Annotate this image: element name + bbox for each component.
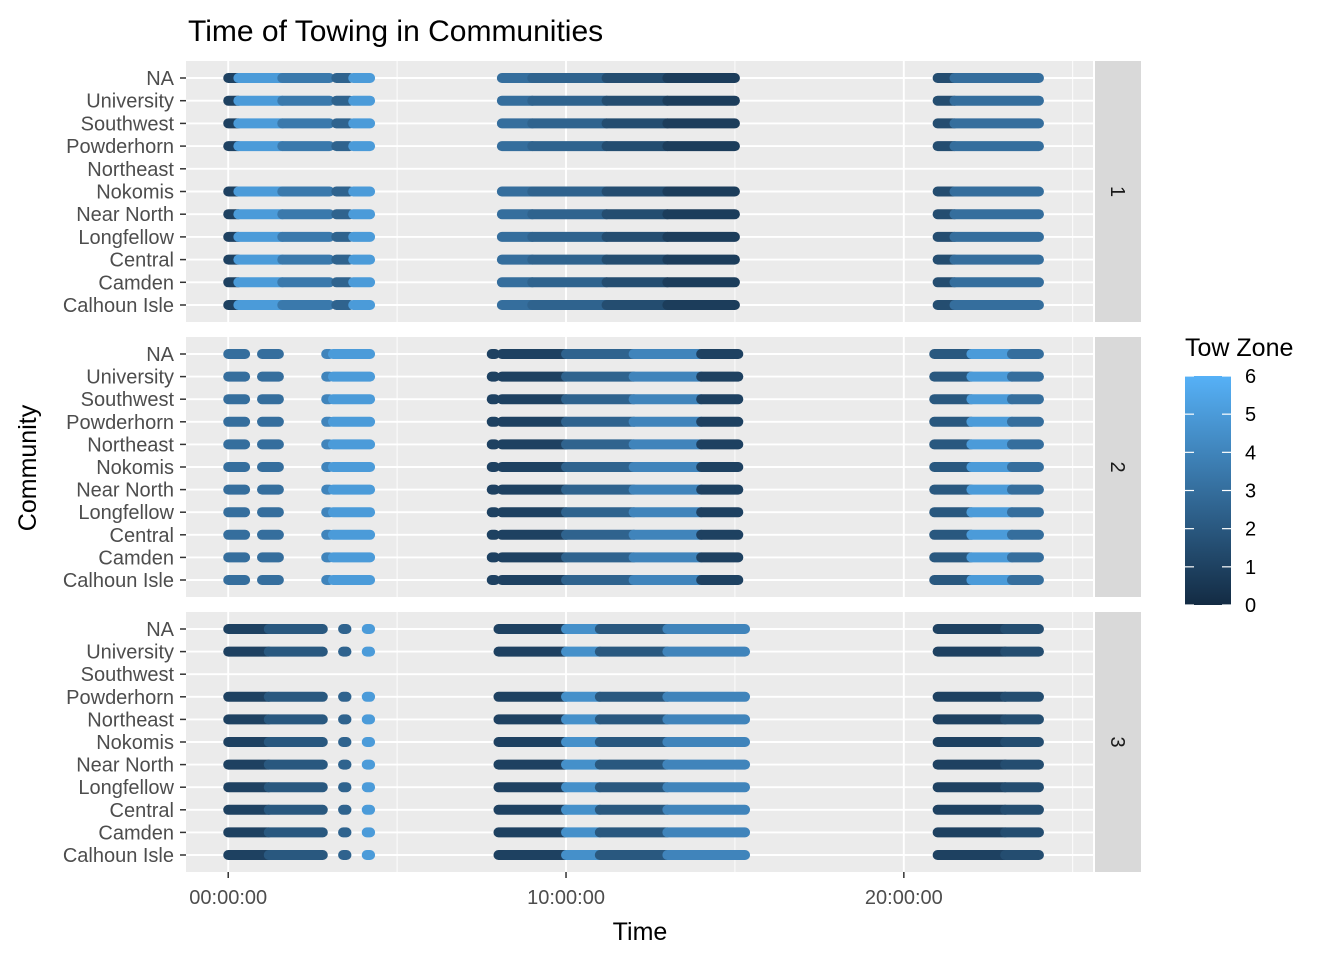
y-tick-label: NA [146, 68, 174, 90]
legend-tick-label: 6 [1245, 366, 1256, 388]
y-tick-label: Southwest [81, 389, 175, 411]
x-tick-label: 00:00:00 [189, 887, 267, 909]
y-tick-label: Near North [76, 204, 174, 226]
x-axis-title: Time [613, 918, 668, 946]
legend-tick-label: 2 [1245, 519, 1256, 541]
legend-title: Tow Zone [1185, 334, 1293, 362]
y-tick-label: Calhoun Isle [63, 845, 174, 867]
y-tick-label: University [86, 367, 174, 389]
x-tick-label: 10:00:00 [527, 887, 605, 909]
y-tick-label: Camden [98, 547, 174, 569]
y-tick-label: Near North [76, 480, 174, 502]
y-tick-label: Southwest [81, 664, 175, 686]
facet-panels: Calhoun IsleCamdenCentralLongfellowNear … [63, 61, 1141, 872]
y-tick-label: Powderhorn [66, 136, 174, 158]
y-tick-label: Nokomis [96, 732, 174, 754]
chart-title: Time of Towing in Communities [188, 15, 603, 48]
y-tick-label: Longfellow [78, 227, 174, 249]
facet-strip [1095, 61, 1141, 322]
legend-tick-label: 4 [1245, 442, 1256, 464]
y-tick-label: Central [110, 525, 174, 547]
y-tick-label: Calhoun Isle [63, 570, 174, 592]
y-tick-label: University [86, 642, 174, 664]
y-tick-label: Nokomis [96, 182, 174, 204]
facet-panel-3: Calhoun IsleCamdenCentralLongfellowNear … [63, 612, 1141, 872]
facet-panel-2: Calhoun IsleCamdenCentralLongfellowNear … [63, 337, 1141, 597]
x-axis: 00:00:00 10:00:00 20:00:00 [189, 872, 943, 909]
legend-tick-label: 5 [1245, 404, 1256, 426]
y-tick-label: Northeast [87, 434, 174, 456]
points-facet-1 [223, 73, 1044, 310]
y-tick-label: Nokomis [96, 457, 174, 479]
y-tick-label: Powderhorn [66, 412, 174, 434]
y-tick-label: Calhoun Isle [63, 295, 174, 317]
facet-strip [1095, 337, 1141, 597]
y-tick-label: Northeast [87, 159, 174, 181]
points-facet-3 [223, 624, 1044, 860]
y-tick-label: Camden [98, 822, 174, 844]
legend-tick-label: 0 [1245, 595, 1256, 617]
facet-strip [1095, 612, 1141, 872]
y-tick-label: University [86, 91, 174, 113]
y-tick-label: Southwest [81, 113, 175, 135]
y-tick-label: Camden [98, 272, 174, 294]
legend-tick-label: 3 [1245, 481, 1256, 503]
y-tick-label: Central [110, 250, 174, 272]
y-axis-title: Community [14, 404, 42, 531]
y-tick-label: NA [146, 619, 174, 641]
facet-strip-label: 2 [1106, 461, 1128, 472]
facet-strip-label: 1 [1106, 186, 1128, 197]
facet-strip-label: 3 [1106, 736, 1128, 747]
legend-ticks: 0 1 2 3 4 5 6 [1185, 366, 1256, 617]
y-tick-label: Central [110, 800, 174, 822]
y-tick-label: NA [146, 344, 174, 366]
y-tick-label: Northeast [87, 709, 174, 731]
x-tick-label: 20:00:00 [865, 887, 943, 909]
legend: Tow Zone 0 1 2 3 4 5 6 [1185, 334, 1293, 617]
points-facet-2 [223, 349, 1044, 585]
facet-panel-1: Calhoun IsleCamdenCentralLongfellowNear … [63, 61, 1141, 322]
y-tick-label: Near North [76, 755, 174, 777]
legend-tick-label: 1 [1245, 557, 1256, 579]
y-tick-label: Powderhorn [66, 687, 174, 709]
y-tick-label: Longfellow [78, 502, 174, 524]
y-tick-label: Longfellow [78, 777, 174, 799]
